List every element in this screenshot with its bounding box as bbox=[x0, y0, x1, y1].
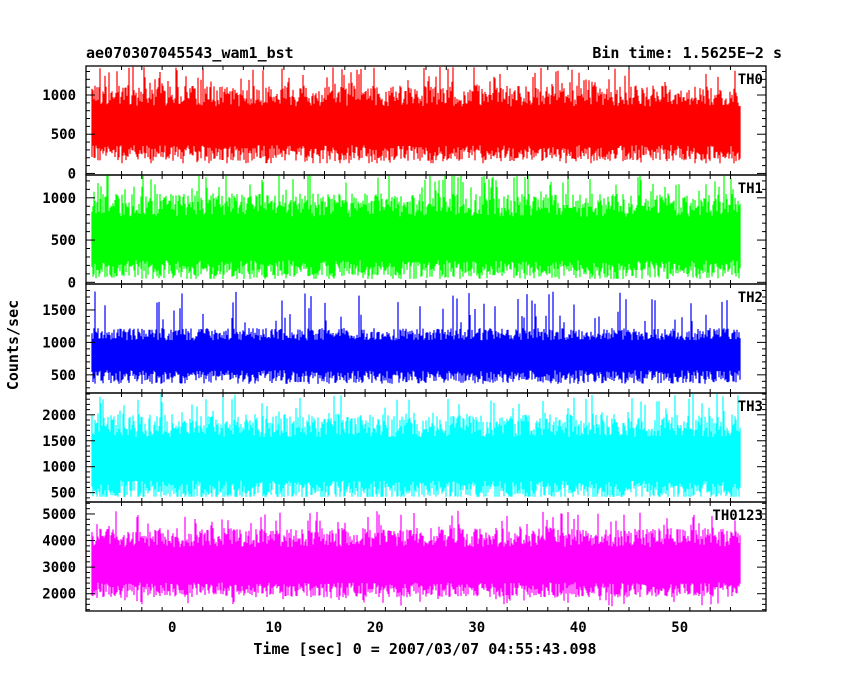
y-axis-label: Counts/sec bbox=[4, 300, 22, 390]
y-tick-label: 2000 bbox=[42, 587, 76, 603]
y-tick-label: 1000 bbox=[42, 460, 76, 476]
panels-layer: 0 500 1000 TH0 0 500 1000 TH1 500 1000 1500 TH2 500 1… bbox=[42, 65, 767, 612]
y-tick-label: 3000 bbox=[42, 560, 76, 576]
chart-title: ae070307045543_wam1_bst bbox=[86, 44, 294, 62]
y-tick-label: 0 bbox=[68, 166, 76, 182]
panel-th3: 500 1000 1500 2000 TH3 bbox=[42, 392, 767, 503]
panel-label-th1: TH1 bbox=[738, 181, 763, 197]
series-th3 bbox=[91, 393, 741, 497]
bin-time-label: Bin time: 1.5625E−2 s bbox=[592, 44, 782, 62]
panel-th0123: 2000 3000 4000 5000 TH0123 bbox=[42, 501, 767, 612]
series-th2 bbox=[91, 291, 741, 384]
x-axis: 0 10 20 30 40 50 bbox=[168, 620, 688, 636]
panel-label-th2: TH2 bbox=[738, 290, 763, 306]
y-tick-label: 1500 bbox=[42, 434, 76, 450]
x-tick-label: 10 bbox=[265, 620, 282, 636]
x-tick-label: 20 bbox=[367, 620, 384, 636]
series-th0123 bbox=[91, 510, 741, 607]
y-tick-label: 500 bbox=[51, 486, 76, 502]
series-th1 bbox=[91, 175, 741, 279]
y-tick-label: 0 bbox=[68, 275, 76, 291]
panel-th0: 0 500 1000 TH0 bbox=[42, 65, 767, 182]
y-tick-label: 500 bbox=[51, 127, 76, 143]
x-tick-label: 40 bbox=[570, 620, 587, 636]
panel-label-th0: TH0 bbox=[738, 72, 763, 88]
y-tick-label: 1000 bbox=[42, 335, 76, 351]
y-tick-label: 1500 bbox=[42, 303, 76, 319]
y-tick-label: 500 bbox=[51, 368, 76, 384]
y-tick-label: 1000 bbox=[42, 191, 76, 207]
panel-th1: 0 500 1000 TH1 bbox=[42, 174, 767, 291]
panel-th2: 500 1000 1500 TH2 bbox=[42, 283, 767, 394]
x-tick-label: 0 bbox=[168, 620, 176, 636]
x-tick-label: 50 bbox=[671, 620, 688, 636]
y-tick-label: 1000 bbox=[42, 88, 76, 104]
series-th0 bbox=[91, 66, 741, 164]
x-axis-label: Time [sec] 0 = 2007/03/07 04:55:43.098 bbox=[253, 640, 596, 658]
y-tick-label: 2000 bbox=[42, 408, 76, 424]
y-tick-label: 4000 bbox=[42, 534, 76, 550]
panel-label-th0123: TH0123 bbox=[712, 508, 763, 524]
y-tick-label: 500 bbox=[51, 233, 76, 249]
x-tick-label: 30 bbox=[468, 620, 485, 636]
panel-label-th3: TH3 bbox=[738, 399, 763, 415]
y-tick-label: 5000 bbox=[42, 507, 76, 523]
